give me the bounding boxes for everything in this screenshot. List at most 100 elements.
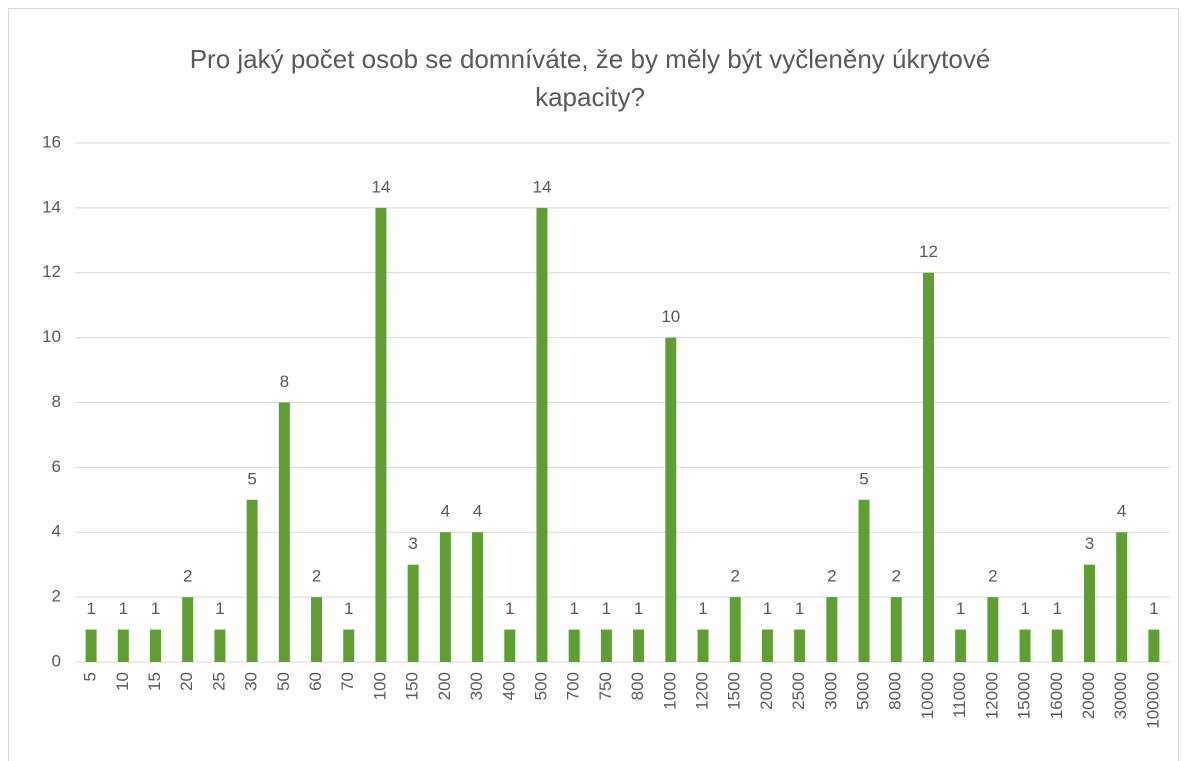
value-label: 10 (661, 307, 680, 326)
value-label: 3 (408, 534, 417, 553)
x-tick-label: 3000 (821, 672, 840, 710)
x-tick-label: 2500 (789, 672, 808, 710)
x-tick-label: 150 (403, 672, 422, 700)
value-label: 4 (473, 502, 482, 521)
value-label: 1 (956, 599, 965, 618)
y-tick-label: 6 (52, 457, 61, 476)
bar (1019, 629, 1031, 662)
x-tick-label: 50 (274, 672, 293, 691)
bar (117, 629, 129, 662)
bar (826, 597, 838, 662)
x-tick-label: 11000 (950, 672, 969, 718)
bar (214, 629, 226, 662)
value-label: 1 (602, 599, 611, 618)
bar (85, 629, 97, 662)
value-label: 1 (505, 599, 514, 618)
bar (600, 629, 612, 662)
x-tick-label: 200 (435, 672, 454, 700)
value-label: 1 (1020, 599, 1029, 618)
bar (1083, 564, 1095, 662)
bar (697, 629, 709, 662)
value-label: 2 (988, 567, 997, 586)
x-tick-label: 5 (81, 672, 100, 681)
bar (536, 207, 548, 662)
x-tick-label: 15000 (1015, 672, 1034, 719)
x-tick-label: 12000 (982, 672, 1001, 719)
value-label: 1 (634, 599, 643, 618)
value-label: 1 (763, 599, 772, 618)
x-tick-label: 1000 (660, 672, 679, 710)
value-label: 4 (441, 502, 450, 521)
x-tick-label: 750 (596, 672, 615, 700)
value-label: 1 (151, 599, 160, 618)
x-tick-label: 60 (306, 672, 325, 691)
value-label: 5 (859, 469, 868, 488)
x-tick-label: 10 (113, 672, 132, 691)
y-tick-label: 12 (42, 262, 61, 281)
value-label: 1 (569, 599, 578, 618)
x-tick-label: 700 (564, 672, 583, 700)
x-tick-label: 20000 (1079, 672, 1098, 719)
value-label: 5 (247, 469, 256, 488)
bar (1116, 532, 1128, 662)
bar (375, 207, 387, 662)
y-tick-label: 8 (52, 392, 61, 411)
bar (890, 597, 902, 662)
value-label: 12 (919, 242, 938, 261)
x-tick-label: 10000 (918, 672, 937, 719)
bar (987, 597, 999, 662)
x-tick-label: 15 (145, 672, 164, 691)
x-tick-label: 30 (242, 672, 261, 691)
value-label: 1 (119, 599, 128, 618)
bar (761, 629, 773, 662)
value-label: 1 (86, 599, 95, 618)
bar (472, 532, 484, 662)
chart-border (8, 8, 1179, 761)
value-label: 1 (698, 599, 707, 618)
bar (922, 272, 934, 662)
y-tick-label: 14 (42, 197, 61, 216)
bar (407, 564, 419, 662)
value-label: 8 (280, 372, 289, 391)
bar (729, 597, 741, 662)
bar (182, 597, 194, 662)
bar (633, 629, 645, 662)
value-label: 2 (312, 567, 321, 586)
x-tick-label: 400 (499, 672, 518, 700)
x-tick-label: 5000 (854, 672, 873, 710)
y-tick-label: 0 (52, 651, 61, 670)
x-tick-label: 1500 (725, 672, 744, 710)
value-label: 2 (892, 567, 901, 586)
x-tick-label: 800 (628, 672, 647, 700)
x-tick-label: 1200 (692, 672, 711, 710)
value-label: 14 (533, 177, 552, 196)
x-tick-label: 16000 (1047, 672, 1066, 719)
chart-title: Pro jaký počet osob se domníváte, že by … (189, 44, 991, 112)
bar (504, 629, 516, 662)
x-tick-label: 70 (338, 672, 357, 691)
x-tick-label: 20 (177, 672, 196, 691)
bar (568, 629, 580, 662)
bar (955, 629, 967, 662)
value-label: 1 (215, 599, 224, 618)
value-label: 1 (795, 599, 804, 618)
x-tick-label: 300 (467, 672, 486, 700)
y-tick-label: 16 (42, 132, 61, 151)
bar (278, 402, 290, 662)
bar (246, 499, 258, 662)
bar (343, 629, 355, 662)
y-tick-label: 4 (52, 522, 61, 541)
y-tick-label: 10 (42, 327, 61, 346)
value-label: 3 (1085, 534, 1094, 553)
value-label: 14 (371, 177, 390, 196)
bar (439, 532, 451, 662)
bar (1148, 629, 1160, 662)
value-label: 2 (827, 567, 836, 586)
value-label: 1 (1053, 599, 1062, 618)
x-tick-label: 30000 (1111, 672, 1130, 719)
value-label: 1 (1149, 599, 1158, 618)
x-tick-label: 2000 (757, 672, 776, 710)
y-tick-label: 2 (52, 587, 61, 606)
